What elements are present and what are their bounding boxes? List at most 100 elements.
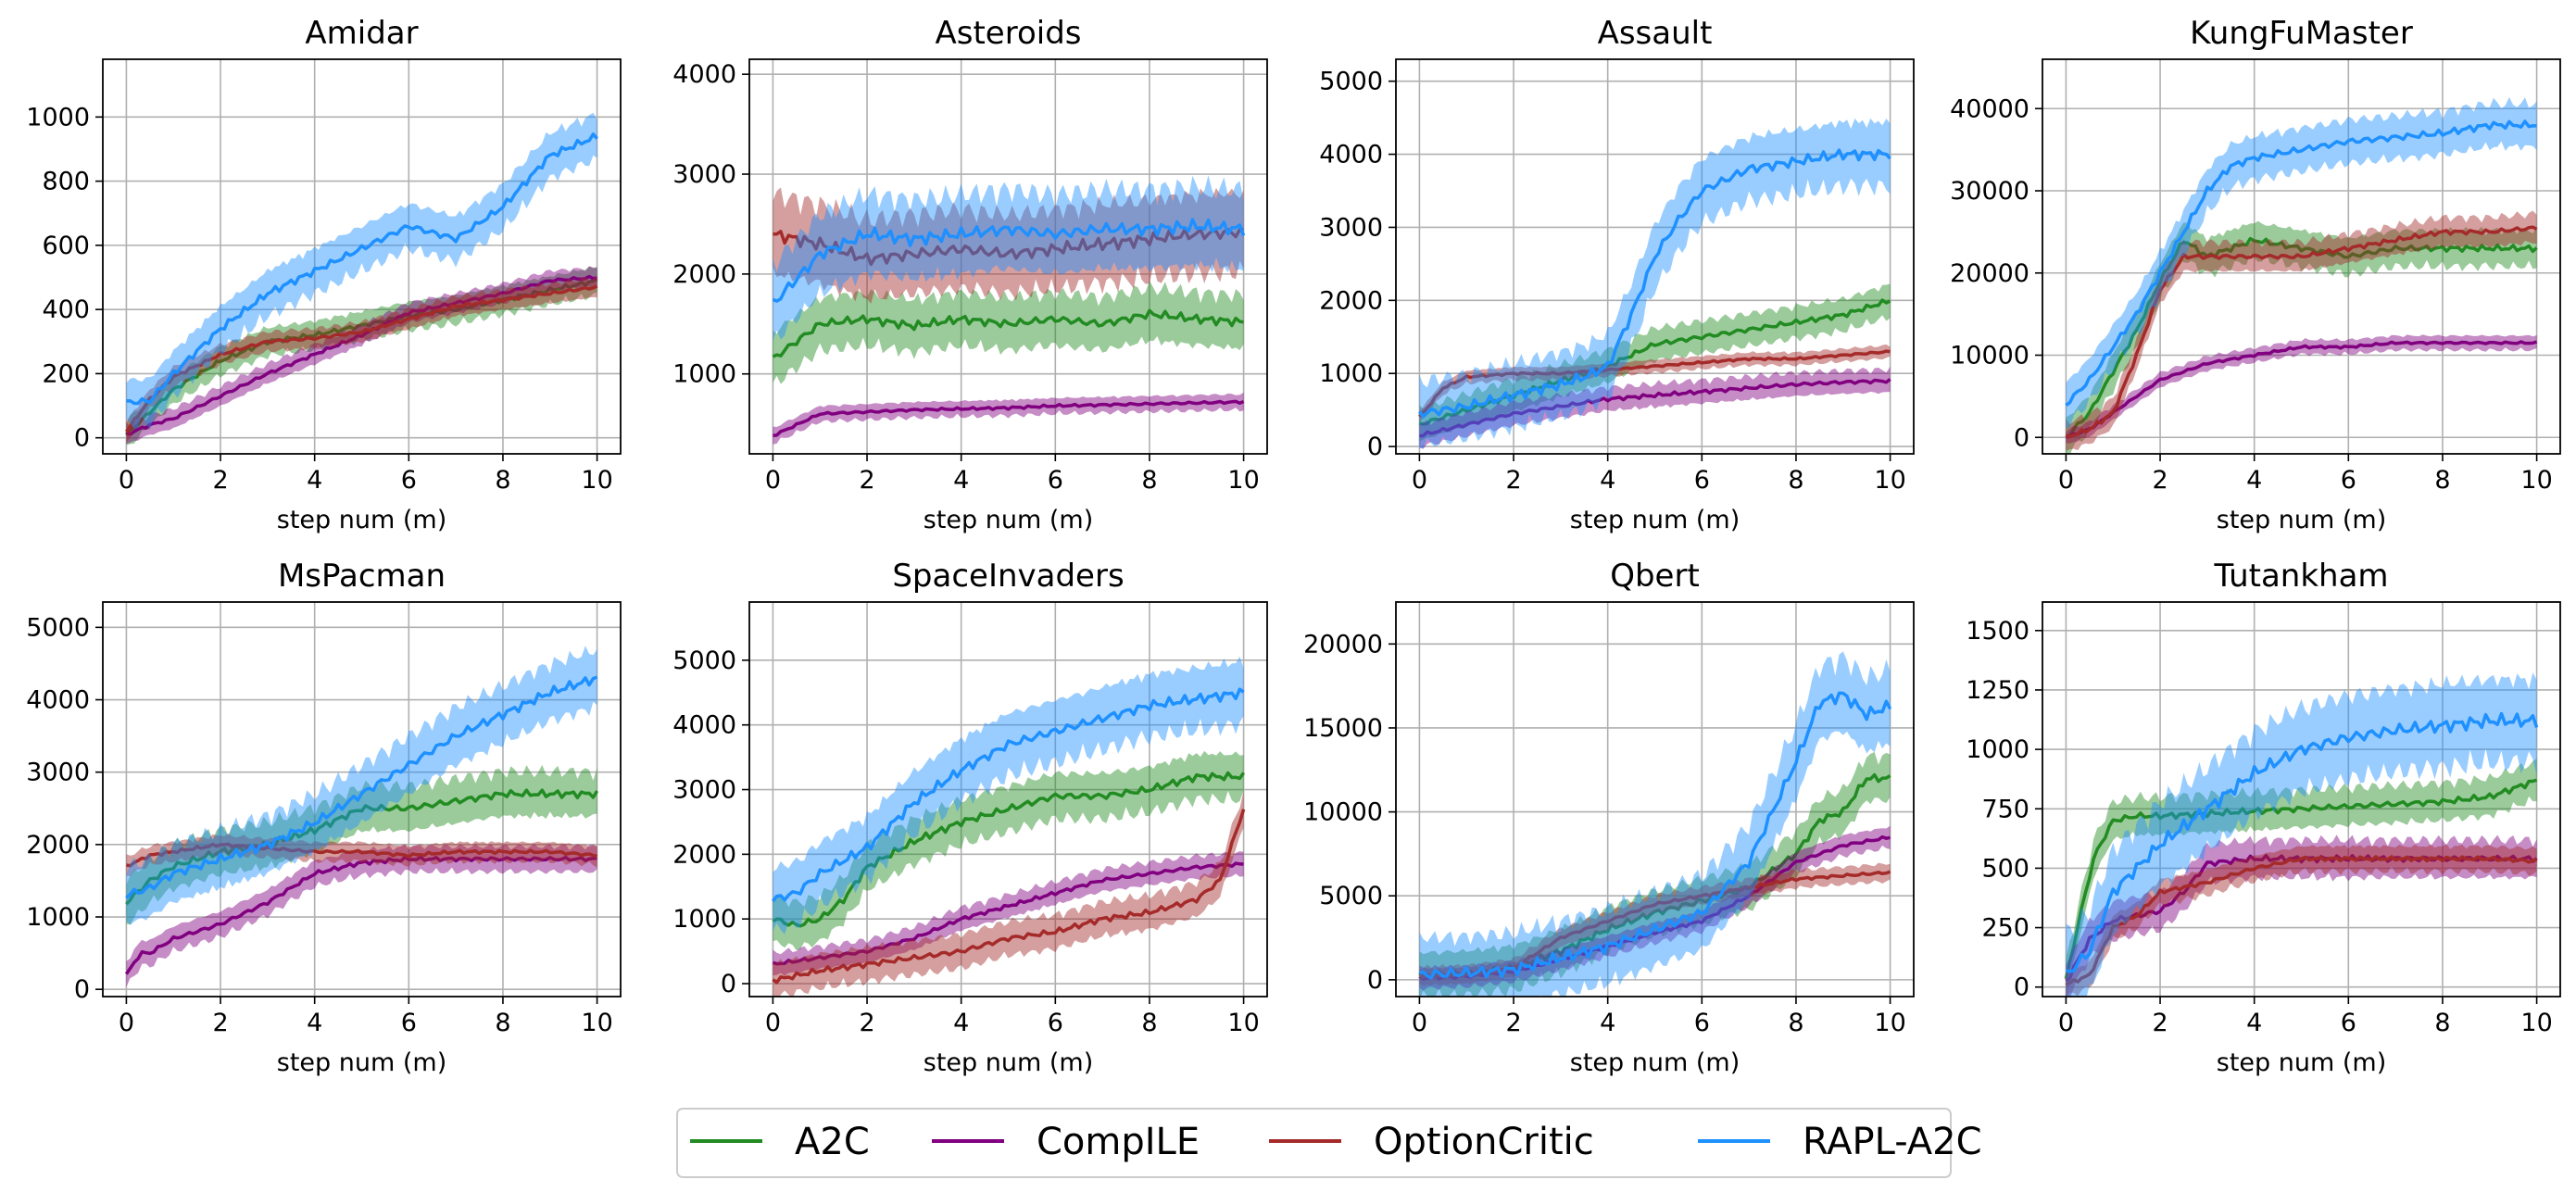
line-optioncritic: [126, 842, 598, 868]
x-tick-label: 2: [859, 466, 874, 495]
axes-frame: [748, 601, 1268, 998]
y-tick-label: 20000: [1303, 630, 1383, 659]
y-tick-label: 1000: [672, 360, 736, 389]
x-tick-label: 2: [859, 1009, 874, 1037]
band-compile: [2066, 334, 2537, 444]
x-tick-label: 4: [1600, 466, 1615, 495]
x-axis-label: step num (m): [2217, 1048, 2386, 1077]
y-tick-label: 200: [42, 359, 90, 388]
x-tick-label: 4: [1600, 1009, 1615, 1037]
y-tick-label: 0: [2014, 423, 2029, 452]
plot-series-group: [2064, 672, 2539, 997]
y-tick-label: 15000: [1303, 714, 1383, 743]
y-tick-label: 5000: [672, 646, 736, 675]
x-tick-label: 8: [1141, 1009, 1157, 1037]
y-tick-label: 1000: [1319, 359, 1383, 388]
legend-entry-optioncritic[interactable]: OptionCritic: [1269, 1121, 1594, 1163]
line-rapl-a2c: [126, 132, 598, 406]
chart-kungfumaster: 0 2 4 6 8 10 0 10000 20000 30000 40000 KungFuMaster…: [1950, 15, 2561, 534]
x-tick-label: 0: [765, 466, 781, 495]
x-tick-label: 6: [1694, 466, 1710, 495]
chart-title: SpaceInvaders: [892, 558, 1124, 595]
y-tick-label: 10000: [1950, 342, 2029, 370]
y-tick-label: 4000: [672, 711, 736, 740]
y-tick-label: 0: [74, 975, 90, 1004]
y-tick-label: 5000: [26, 613, 90, 642]
y-tick-label: 1000: [672, 905, 736, 934]
plot-area: [1396, 602, 1914, 997]
line-compile: [125, 274, 597, 436]
y-tick-label: 1500: [1966, 617, 2029, 646]
x-tick-label: 4: [2246, 466, 2262, 495]
chart-title: MsPacman: [278, 558, 446, 595]
chart-title: Tutankham: [2213, 558, 2388, 595]
y-tick-label: 0: [1367, 433, 1383, 461]
band-compile: [126, 266, 597, 445]
line-a2c: [2064, 778, 2538, 980]
band-optioncritic: [773, 187, 1244, 304]
legend-entry-rapl-a2c[interactable]: RAPL-A2C: [1698, 1121, 1982, 1163]
plot-series-group: [125, 112, 598, 445]
x-tick-label: 2: [212, 1009, 228, 1037]
y-tick-label: 3000: [672, 160, 736, 189]
legend-entry-a2c[interactable]: A2C: [690, 1121, 870, 1163]
y-tick-label: 500: [1981, 854, 2029, 883]
x-axis-label: step num (m): [1570, 506, 1740, 534]
legend-entry-compile[interactable]: CompILE: [932, 1121, 1200, 1163]
axes-frame: [102, 58, 622, 455]
chart-asteroids: 0 2 4 6 8 10 1000 2000 3000 4000 Asteroids step num…: [672, 15, 1268, 534]
line-optioncritic: [772, 809, 1246, 985]
x-tick-label: 8: [1788, 1009, 1803, 1037]
x-tick-label: 0: [119, 466, 134, 495]
band-optioncritic: [126, 833, 597, 876]
x-tick-label: 2: [1505, 1009, 1521, 1037]
line-rapl-a2c: [2065, 119, 2537, 408]
x-tick-label: 10: [1874, 1009, 1905, 1037]
line-a2c: [125, 277, 598, 436]
line-optioncritic: [773, 227, 1244, 267]
axes-frame: [102, 601, 622, 998]
x-tick-label: 6: [1048, 466, 1063, 495]
x-tick-label: 0: [1412, 1009, 1427, 1037]
line-optioncritic: [1418, 349, 1891, 419]
line-a2c: [1418, 298, 1891, 426]
chart-qbert: 0 2 4 6 8 10 0 5000 10000 15000 20000 Qbert step num…: [1303, 558, 1915, 1077]
band-optioncritic: [2066, 844, 2537, 997]
y-tick-label: 4000: [672, 60, 736, 89]
band-rapl-a2c: [773, 175, 1244, 341]
line-optioncritic: [2065, 225, 2538, 439]
line-optioncritic: [125, 284, 598, 433]
band-rapl-a2c: [2066, 672, 2537, 997]
x-tick-label: 10: [2520, 466, 2552, 495]
band-a2c: [126, 764, 597, 925]
x-tick-label: 0: [2058, 1009, 2074, 1037]
x-axis-label: step num (m): [277, 1048, 446, 1077]
x-tick-label: 0: [2058, 466, 2074, 495]
plot-series-group: [124, 646, 599, 987]
x-tick-label: 8: [2434, 466, 2450, 495]
x-tick-label: 8: [495, 1009, 510, 1037]
band-rapl-a2c: [773, 656, 1244, 935]
y-tick-label: 4000: [26, 686, 90, 715]
line-compile: [1418, 834, 1891, 981]
y-tick-label: 400: [42, 295, 90, 324]
band-a2c: [126, 266, 597, 445]
y-tick-label: 2000: [1319, 286, 1383, 315]
line-rapl-a2c: [772, 218, 1246, 303]
legend-label: RAPL-A2C: [1803, 1121, 1982, 1163]
axes-frame: [1395, 601, 1915, 998]
x-tick-label: 2: [2152, 466, 2168, 495]
x-tick-label: 4: [307, 466, 322, 495]
band-a2c: [1419, 283, 1891, 442]
legend: A2C CompILE OptionCritic RAPL-A2C: [676, 1108, 1982, 1178]
x-tick-label: 2: [1505, 466, 1521, 495]
x-tick-label: 6: [2341, 1009, 2356, 1037]
band-compile: [2066, 834, 2537, 997]
line-rapl-a2c: [1418, 148, 1891, 419]
x-axis-label: step num (m): [2217, 506, 2386, 534]
line-compile: [124, 855, 597, 975]
y-tick-label: 20000: [1950, 259, 2029, 288]
line-rapl-a2c: [772, 687, 1245, 903]
axes-frame: [1395, 58, 1915, 455]
y-tick-label: 1250: [1966, 676, 2029, 705]
